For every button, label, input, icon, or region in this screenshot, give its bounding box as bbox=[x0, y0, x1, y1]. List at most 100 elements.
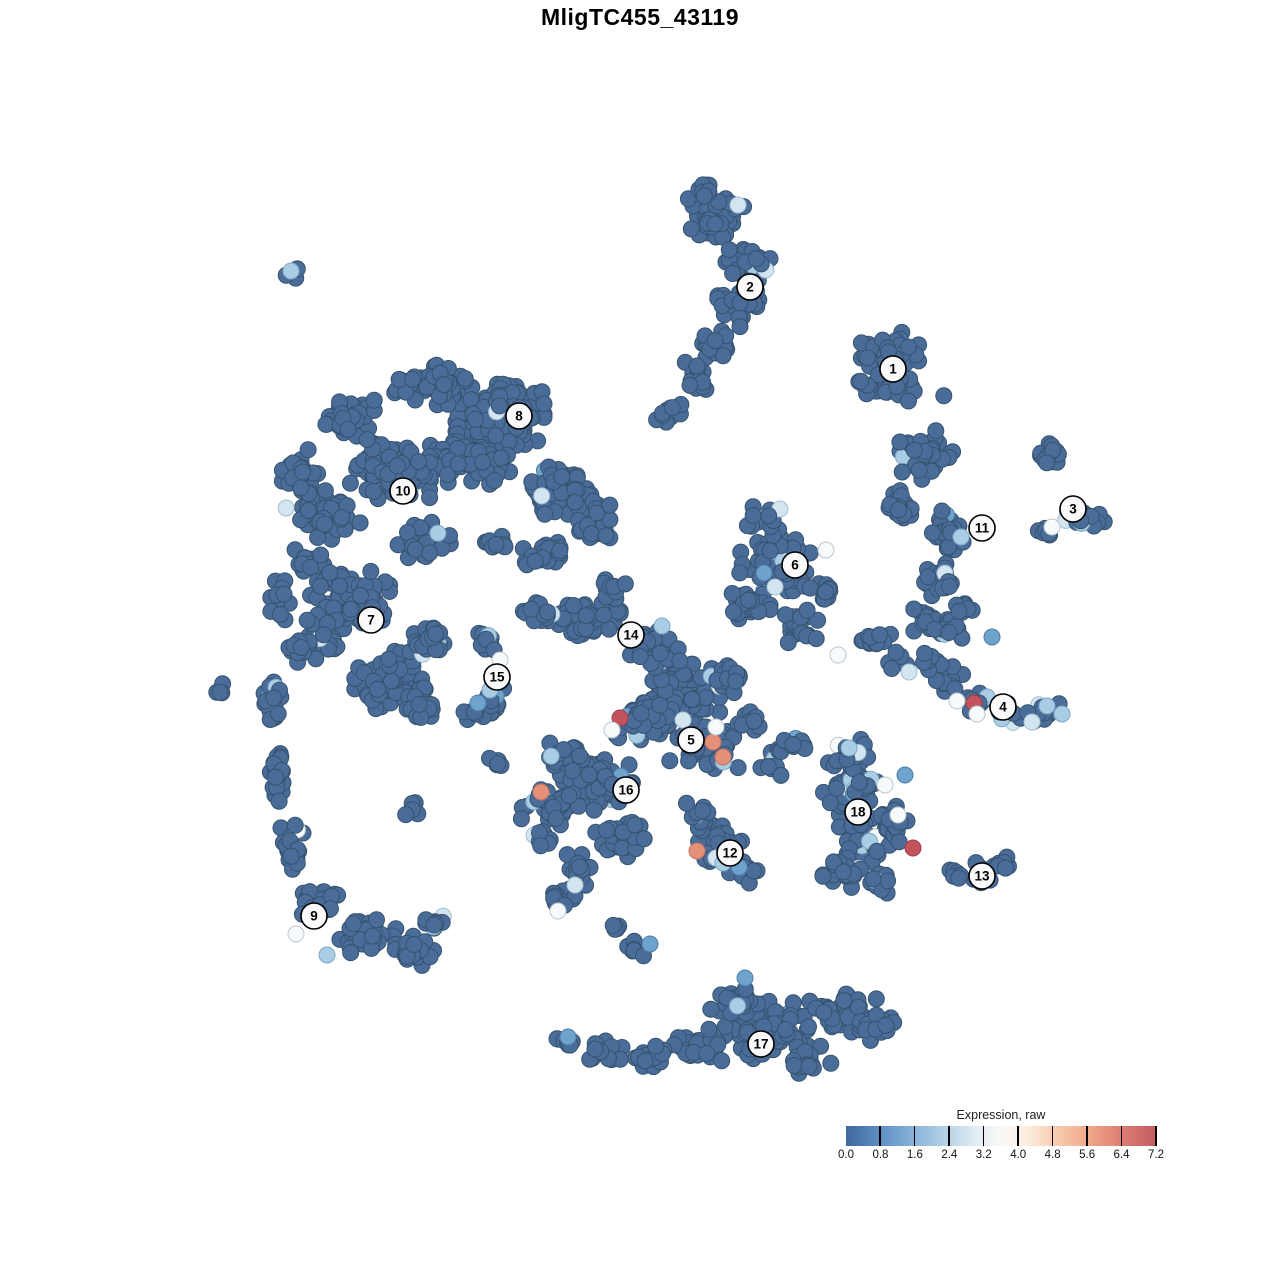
data-point bbox=[405, 935, 423, 953]
data-point bbox=[585, 801, 603, 819]
data-point bbox=[487, 427, 505, 445]
data-point bbox=[950, 869, 968, 887]
data-point bbox=[388, 457, 406, 475]
cluster-label-1: 1 bbox=[879, 355, 907, 383]
data-point bbox=[559, 1028, 577, 1046]
legend-tickmark bbox=[1120, 1126, 1123, 1146]
data-point bbox=[887, 643, 905, 661]
data-point bbox=[266, 768, 284, 786]
data-point bbox=[331, 577, 349, 595]
data-point bbox=[829, 646, 847, 664]
data-point bbox=[577, 607, 595, 625]
data-point bbox=[421, 489, 439, 507]
data-point bbox=[1053, 705, 1071, 723]
data-point bbox=[651, 644, 669, 662]
cluster-label-text: 15 bbox=[489, 670, 505, 685]
data-point bbox=[321, 564, 339, 582]
data-point bbox=[474, 453, 491, 471]
data-point bbox=[923, 524, 941, 542]
legend-tick-label: 6.4 bbox=[1113, 1149, 1130, 1161]
data-point bbox=[421, 544, 439, 562]
data-point bbox=[817, 541, 835, 559]
data-point bbox=[849, 998, 867, 1016]
data-point bbox=[551, 542, 569, 560]
legend-tickmark bbox=[948, 1126, 950, 1146]
data-point bbox=[723, 585, 741, 602]
data-point bbox=[611, 709, 629, 727]
data-point bbox=[724, 265, 742, 282]
data-point bbox=[439, 466, 457, 483]
legend-tickmark bbox=[1017, 1126, 1019, 1146]
cluster-label-2: 2 bbox=[736, 273, 764, 301]
data-point bbox=[597, 527, 615, 545]
data-point bbox=[706, 332, 724, 350]
data-point bbox=[287, 925, 305, 943]
data-point bbox=[968, 705, 986, 723]
cluster-label-15: 15 bbox=[483, 663, 511, 691]
data-point bbox=[312, 546, 330, 564]
data-point bbox=[698, 1044, 716, 1062]
data-point bbox=[700, 1020, 718, 1038]
data-point bbox=[896, 766, 914, 784]
data-point bbox=[269, 705, 287, 723]
data-point bbox=[822, 1054, 840, 1072]
data-point bbox=[362, 562, 380, 580]
data-point bbox=[302, 558, 320, 576]
data-point bbox=[739, 591, 757, 609]
data-point bbox=[747, 250, 765, 268]
cluster-label-text: 18 bbox=[850, 805, 866, 820]
legend-tickmark bbox=[1155, 1126, 1157, 1146]
legend-tickmark bbox=[1086, 1126, 1088, 1146]
data-point bbox=[1043, 518, 1061, 536]
data-point bbox=[632, 704, 650, 722]
data-point bbox=[663, 399, 681, 417]
data-point bbox=[407, 540, 424, 558]
data-point bbox=[489, 755, 507, 773]
data-point bbox=[429, 524, 447, 542]
data-point bbox=[720, 241, 738, 259]
data-point bbox=[678, 794, 695, 812]
data-point bbox=[342, 600, 360, 618]
legend-tickmark bbox=[913, 1126, 916, 1146]
cluster-label-text: 4 bbox=[999, 700, 1007, 715]
legend-tick-label: 2.4 bbox=[941, 1149, 958, 1161]
data-point bbox=[713, 1052, 731, 1070]
cluster-label-text: 8 bbox=[515, 409, 523, 424]
legend-tick-label: 7.2 bbox=[1148, 1149, 1164, 1161]
cluster-label-text: 16 bbox=[618, 783, 634, 798]
data-point bbox=[583, 525, 600, 543]
data-point bbox=[316, 515, 333, 533]
data-point bbox=[277, 499, 295, 517]
data-point bbox=[1038, 697, 1056, 715]
data-point bbox=[492, 449, 510, 467]
data-point bbox=[759, 758, 777, 776]
data-point bbox=[601, 496, 619, 514]
data-point bbox=[877, 1016, 895, 1034]
data-point bbox=[916, 644, 933, 662]
data-point bbox=[1038, 454, 1056, 472]
data-point bbox=[399, 524, 416, 541]
data-point bbox=[809, 611, 827, 629]
data-point bbox=[905, 441, 923, 459]
data-point bbox=[560, 787, 578, 805]
data-point bbox=[318, 946, 336, 964]
cluster-label-16: 16 bbox=[612, 776, 640, 804]
data-point bbox=[919, 568, 937, 586]
data-point bbox=[688, 842, 706, 860]
data-point bbox=[425, 916, 443, 934]
data-point bbox=[626, 816, 644, 834]
data-point bbox=[731, 318, 749, 336]
legend-tickmark bbox=[982, 1126, 985, 1146]
legend-tick-label: 3.2 bbox=[975, 1149, 992, 1161]
data-point bbox=[410, 695, 428, 713]
data-point bbox=[271, 605, 289, 623]
data-point bbox=[211, 683, 229, 701]
cluster-label-text: 5 bbox=[687, 733, 695, 748]
cluster-label-text: 7 bbox=[367, 613, 375, 628]
cluster-label-text: 14 bbox=[623, 628, 639, 643]
data-point bbox=[286, 816, 304, 834]
cluster-label-text: 11 bbox=[975, 521, 990, 536]
legend-tick-label: 4.8 bbox=[1044, 1149, 1061, 1161]
data-point bbox=[469, 694, 487, 712]
data-point bbox=[948, 692, 966, 710]
